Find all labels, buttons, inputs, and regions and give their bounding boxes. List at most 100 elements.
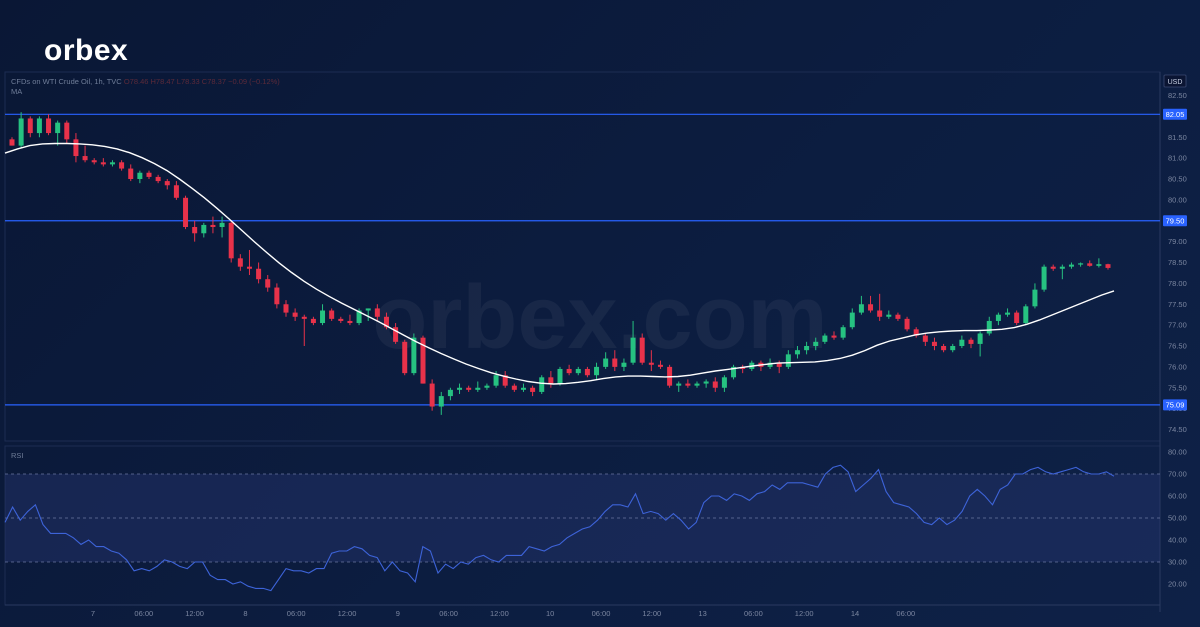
price-tick-label: 76.50 <box>1168 342 1187 351</box>
candle-body <box>977 333 983 344</box>
candle-body <box>712 381 718 388</box>
candle-body <box>484 385 490 388</box>
candle-body <box>109 162 115 165</box>
candle-body <box>968 339 974 344</box>
candle-body <box>575 368 581 374</box>
rsi-tick-label: 70.00 <box>1168 470 1187 479</box>
candle-body <box>347 320 353 324</box>
time-tick-label: 06:00 <box>592 609 611 618</box>
price-tick-label: 77.00 <box>1168 321 1187 330</box>
time-tick-label: 9 <box>396 609 400 618</box>
price-tick-label: 80.50 <box>1168 175 1187 184</box>
time-tick-label: 14 <box>851 609 859 618</box>
ohlc-values: O78.46 H78.47 L78.33 C78.37 −0.09 (−0.12… <box>123 77 280 86</box>
candle-body <box>1078 263 1084 265</box>
candle-body <box>721 377 727 388</box>
candle-body <box>1032 289 1038 307</box>
candle-body <box>986 320 992 334</box>
candle-body <box>959 339 965 346</box>
price-tick-label: 78.50 <box>1168 258 1187 267</box>
moving-average-line <box>4 142 1115 385</box>
candle-body <box>457 387 463 390</box>
candle-body <box>429 383 435 407</box>
currency-badge <box>1163 74 1187 88</box>
time-tick-label: 12:00 <box>490 609 509 618</box>
candle-body <box>612 358 618 367</box>
price-tick-label: 76.00 <box>1168 362 1187 371</box>
candle-body <box>310 318 316 324</box>
candle-body <box>219 222 225 228</box>
candle-body <box>566 368 572 374</box>
rsi-tick-label: 50.00 <box>1168 514 1187 523</box>
candle-body <box>292 312 298 317</box>
candle-body <box>438 396 444 407</box>
candle-body <box>676 383 682 386</box>
time-tick-label: 10 <box>546 609 554 618</box>
candle-body <box>840 327 846 338</box>
level-price-badge <box>1163 108 1187 120</box>
price-tick-label: 74.50 <box>1168 425 1187 434</box>
candle-body <box>776 362 782 367</box>
candle-body <box>256 268 262 280</box>
candle-body <box>557 368 563 384</box>
time-tick-label: 06:00 <box>744 609 763 618</box>
axis-layer: 82.5082.0081.5081.0080.5080.0079.5079.00… <box>91 74 1187 618</box>
candle-body <box>36 118 42 134</box>
time-tick-label: 06:00 <box>896 609 915 618</box>
candle-body <box>192 227 198 234</box>
time-tick-label: 06:00 <box>439 609 458 618</box>
candle-body <box>1023 306 1029 324</box>
candle-body <box>1096 264 1102 266</box>
panel-frames <box>4 71 1161 612</box>
candle-body <box>931 341 937 346</box>
candle-body <box>128 168 134 179</box>
candle-body <box>1041 266 1047 290</box>
candles-layer <box>9 112 1111 415</box>
candle-body <box>539 377 545 392</box>
candle-body <box>246 266 252 269</box>
candle-body <box>685 383 691 386</box>
time-tick-label: 7 <box>91 609 95 618</box>
candle-body <box>530 387 536 392</box>
candle-body <box>657 364 663 367</box>
rsi-line <box>4 464 1115 592</box>
candle-body <box>813 341 819 346</box>
candle-body <box>46 118 52 134</box>
candle-body <box>18 118 24 146</box>
candle-body <box>119 162 125 169</box>
chart-header: CFDs on WTI Crude Oil, 1h, TVC O78.46 H7… <box>11 77 280 86</box>
candle-body <box>82 156 88 161</box>
currency-label: USD <box>1168 79 1183 86</box>
candle-body <box>548 377 554 384</box>
candle-body <box>183 197 189 228</box>
candle-body <box>922 335 928 342</box>
time-tick-label: 12:00 <box>338 609 357 618</box>
candle-body <box>831 335 837 338</box>
candle-body <box>603 358 609 367</box>
price-tick-label: 77.50 <box>1168 300 1187 309</box>
orbex-logo: orbex <box>44 34 129 67</box>
candle-body <box>694 383 700 386</box>
rsi-tick-label: 30.00 <box>1168 558 1187 567</box>
candle-body <box>594 366 600 376</box>
candle-body <box>64 122 70 140</box>
candle-body <box>895 314 901 319</box>
time-tick-label: 12:00 <box>185 609 204 618</box>
candle-body <box>27 118 33 134</box>
candle-body <box>731 366 737 378</box>
candle-body <box>338 318 344 321</box>
candle-body <box>265 279 271 288</box>
candle-body <box>402 341 408 374</box>
candle-body <box>703 381 709 384</box>
candle-body <box>849 312 855 328</box>
candle-body <box>100 162 106 165</box>
candle-body <box>886 314 892 317</box>
candle-body <box>301 316 307 319</box>
candle-body <box>493 375 499 386</box>
rsi-tick-label: 80.00 <box>1168 448 1187 457</box>
price-tick-label: 75.50 <box>1168 383 1187 392</box>
candle-body <box>995 314 1001 321</box>
level-price-label: 79.50 <box>1166 216 1185 225</box>
